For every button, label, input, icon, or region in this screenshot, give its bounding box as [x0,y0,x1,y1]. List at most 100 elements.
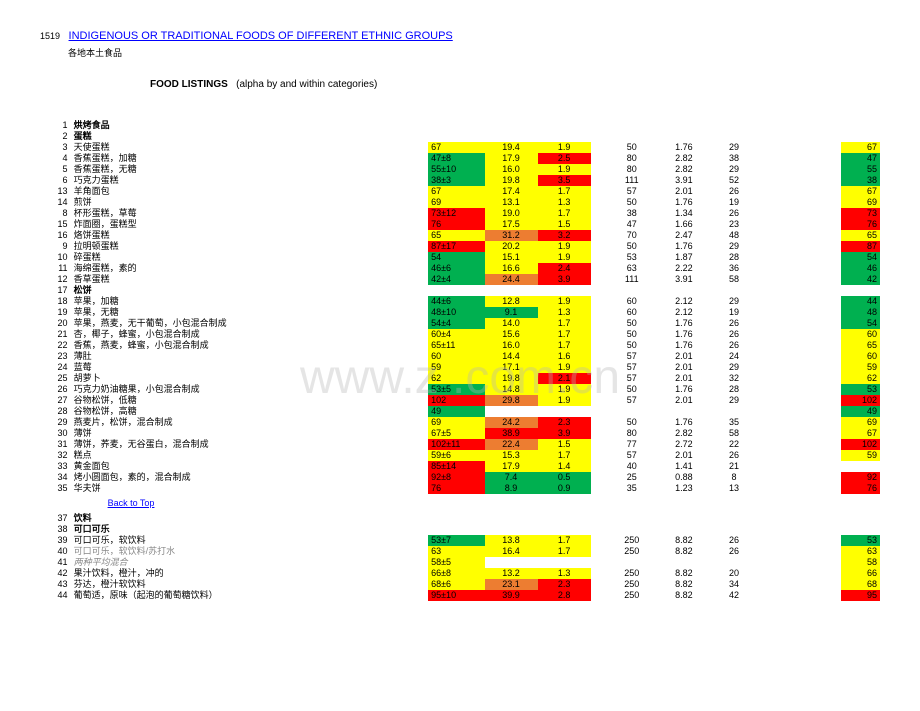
val5: 1.87 [653,252,714,263]
val7: 38 [841,175,880,186]
val5: 1.76 [653,197,714,208]
empty-cell [485,524,538,535]
food-name: 燕麦片，松饼，混合制成 [74,417,423,428]
val6: 42 [714,590,753,601]
header-subtitle: 各地本土食品 [68,46,880,59]
gap [754,535,842,546]
gap [591,351,611,362]
val2: 19.4 [485,142,538,153]
val4: 25 [610,472,653,483]
val2 [485,557,538,568]
empty-cell [714,513,753,524]
val7: 53 [841,535,880,546]
gap [591,164,611,175]
gap [754,483,842,494]
gap [591,579,611,590]
food-name: 松饼 [74,285,423,296]
val3: 1.9 [538,252,591,263]
val1: 69 [428,197,484,208]
val5: 1.76 [653,417,714,428]
food-name: 羊角面包 [74,186,423,197]
val4 [610,557,653,568]
val1: 62 [428,373,484,384]
val7: 67 [841,428,880,439]
val7: 68 [841,579,880,590]
val4: 80 [610,164,653,175]
row-number: 21 [40,329,74,340]
val2: 13.2 [485,568,538,579]
row-number: 25 [40,373,74,384]
food-name: 胡萝卜 [74,373,423,384]
val3: 1.7 [538,450,591,461]
table-row: 6巧克力蛋糕38±319.83.51113.915238 [40,175,880,186]
table-row: 2蛋糕 [40,131,880,142]
food-name: 碎蛋糕 [74,252,423,263]
gap [754,417,842,428]
gap [591,241,611,252]
gap [754,590,842,601]
gap [591,263,611,274]
val1: 60 [428,351,484,362]
val3: 1.3 [538,568,591,579]
food-table: 1烘烤食品2蛋糕3天使蛋糕6719.41.9501.7629674香蕉蛋糕，加糖… [40,120,880,601]
val7: 46 [841,263,880,274]
val4: 35 [610,483,653,494]
val6 [714,406,753,417]
gap [754,274,842,285]
val1: 95±10 [428,590,484,601]
val4: 57 [610,351,653,362]
val5: 2.22 [653,263,714,274]
row-number: 16 [40,230,74,241]
empty-cell [428,524,484,535]
gap [591,568,611,579]
table-row: 26巧克力奶油糖果，小包混合制成53±514.81.9501.762853 [40,384,880,395]
val4: 250 [610,568,653,579]
val5: 2.01 [653,186,714,197]
val3: 2.3 [538,417,591,428]
food-name: 海绵蛋糕，素的 [74,263,423,274]
gap [754,230,842,241]
empty-cell [538,131,591,142]
empty-cell [610,524,653,535]
val3 [538,557,591,568]
section-title-bold: FOOD LISTINGS [150,79,228,90]
val2: 31.2 [485,230,538,241]
val7: 67 [841,142,880,153]
val2: 13.1 [485,197,538,208]
row-number: 33 [40,461,74,472]
table-row: 5香蕉蛋糕，无糖55±1016.01.9802.822955 [40,164,880,175]
table-row: 35华夫饼768.90.9351.231376 [40,483,880,494]
gap [591,546,611,557]
val3: 2.8 [538,590,591,601]
gap [754,439,842,450]
empty-cell [428,131,484,142]
val1: 44±6 [428,296,484,307]
val3: 1.7 [538,186,591,197]
val1: 68±6 [428,579,484,590]
food-name: 苹果，燕麦，无干葡萄，小包混合制成 [74,318,423,329]
val2: 16.6 [485,263,538,274]
val1: 87±17 [428,241,484,252]
gap [591,329,611,340]
row-number: 41 [40,557,74,568]
gap [754,428,842,439]
val5: 8.82 [653,590,714,601]
empty-cell [714,524,753,535]
gap [591,142,611,153]
val6: 32 [714,373,753,384]
back-to-top-link[interactable]: Back to Top [108,498,155,509]
food-name: 天使蛋糕 [74,142,423,153]
val7: 59 [841,362,880,373]
val7: 58 [841,557,880,568]
val6: 58 [714,428,753,439]
val1: 67 [428,142,484,153]
food-name: 果汁饮料，橙汁，冲的 [74,568,423,579]
gap [591,417,611,428]
val3: 0.9 [538,483,591,494]
val3: 1.5 [538,439,591,450]
val2: 14.4 [485,351,538,362]
header-link[interactable]: INDIGENOUS OR TRADITIONAL FOODS OF DIFFE… [69,30,453,42]
val5: 2.72 [653,439,714,450]
food-name: 苹果，无糖 [74,307,423,318]
table-row: 3天使蛋糕6719.41.9501.762967 [40,142,880,153]
